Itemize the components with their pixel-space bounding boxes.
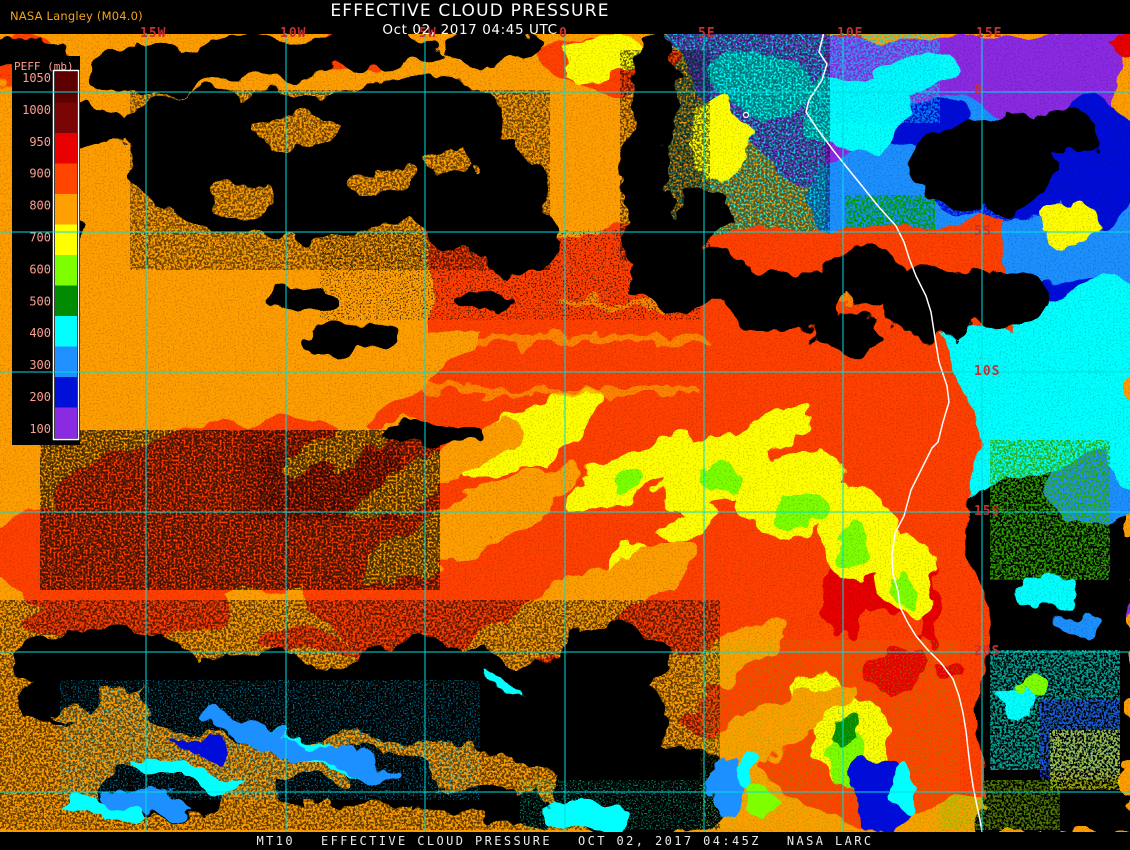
lat-lon-graticule [0,33,1130,832]
legend-tick-800: 800 [29,199,51,213]
legend-tick-1050: 1050 [22,71,51,85]
title-strip [0,0,1130,34]
sao-tome-island-outline [742,111,750,119]
pressure-colorbar-legend: PEFF (mb)1050100095090080070060050040030… [12,56,80,445]
lon-label-5E: 5E [698,26,716,41]
header-block: EFFECTIVE CLOUD PRESSURE Oct 02, 2017 04… [0,0,940,38]
footer-segment: NASA LARC [786,834,874,848]
footer-segment: EFFECTIVE CLOUD PRESSURE [321,834,552,848]
lon-label-5W: 5W [419,26,437,41]
source-version-label: NASA Langley (M04.0) [10,9,143,23]
product-datetime: Oct 02, 2017 04:45 UTC [382,22,558,38]
product-title: EFFECTIVE CLOUD PRESSURE [330,1,610,21]
legend-tick-300: 300 [29,358,51,372]
legend-tick-500: 500 [29,294,51,308]
lon-label-15E: 15E [976,26,1002,41]
lat-label-20S: 20S [974,644,1000,659]
graticule-labels: 15W 10W 5W 0 5E 10E 15E 0 5S 10S 15S 20S [140,26,1002,659]
africa-coastline [805,33,983,832]
legend-tick-900: 900 [29,167,51,181]
footer-segment: OCT 02, 2017 04:45Z [578,834,761,848]
legend-tick-1000: 1000 [22,103,51,117]
lon-label-10E: 10E [837,26,863,41]
lon-label-0: 0 [559,26,568,41]
lon-label-15W: 15W [140,26,166,41]
legend-tick-400: 400 [29,326,51,340]
legend-tick-950: 950 [29,135,51,149]
legend-tick-100: 100 [29,422,51,436]
lat-label-15S: 15S [974,504,1000,519]
lat-label-10S: 10S [974,364,1000,379]
footer-segment: MT10 [256,834,295,848]
lon-label-10W: 10W [280,26,306,41]
status-footer-bar: MT10 EFFECTIVE CLOUD PRESSURE OCT 02, 2017… [0,832,1130,850]
legend-tick-600: 600 [29,262,51,276]
legend-tick-200: 200 [29,390,51,404]
lat-label-5S: 5S [974,224,992,239]
legend-tick-700: 700 [29,231,51,245]
lat-label-0: 0 [974,83,983,98]
